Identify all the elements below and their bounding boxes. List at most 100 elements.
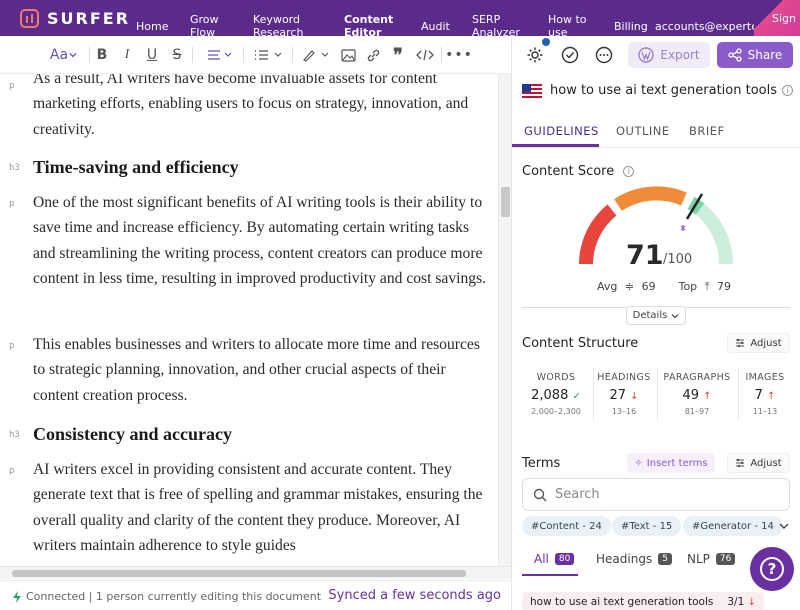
metric-value: 49 [682, 388, 699, 403]
align-dropdown[interactable] [203, 45, 237, 65]
insert-terms-button[interactable]: ✧ Insert terms [627, 453, 715, 473]
editor-horizontal-scrollbar[interactable] [0, 566, 511, 579]
topic-chip[interactable]: #Content - 24 [522, 516, 611, 536]
sliders-icon [736, 458, 745, 468]
link-icon[interactable] [364, 45, 382, 65]
heading-h3[interactable]: Time-saving and efficiency [33, 157, 239, 177]
metric-range: 2,000–2,300 [531, 407, 581, 416]
tab-outline[interactable]: OUTLINE [616, 124, 670, 138]
adjust-label: Adjust [750, 457, 782, 469]
top-value: 79 [717, 280, 732, 293]
image-icon[interactable] [339, 45, 357, 65]
terms-title: Terms [522, 456, 561, 471]
help-button[interactable]: ? [750, 547, 794, 591]
insert-terms-label: Insert terms [646, 457, 708, 469]
paragraph[interactable]: AI writers excel in providing consistent… [33, 461, 483, 554]
count-badge: 76 [715, 553, 736, 565]
topic-chip[interactable]: #Generator - 14 [683, 516, 783, 536]
nav-link-how-to-use[interactable]: How to use [548, 13, 587, 36]
toolbar-divider [192, 47, 193, 63]
font-size-dropdown[interactable]: Aa [44, 45, 84, 65]
nav-link-home[interactable]: Home [136, 20, 169, 33]
top-nav: SURFER Home Grow Flow Keyword Research C… [0, 0, 800, 36]
metric-label: HEADINGS [597, 372, 651, 383]
sparkle-icon: ✧ [634, 457, 643, 469]
italic-icon[interactable]: I [124, 47, 130, 62]
terms-adjust-button[interactable]: Adjust [727, 453, 790, 473]
nav-link-content-editor[interactable]: Content Editor [344, 13, 394, 36]
structure-adjust-button[interactable]: Adjust [727, 333, 790, 353]
brand-name: SURFER [47, 9, 131, 28]
surfer-logo[interactable]: SURFER [20, 9, 130, 28]
underline-icon[interactable]: U [146, 47, 158, 63]
subtab-all[interactable]: All 80 [534, 552, 575, 566]
sign-link[interactable]: Sign [772, 12, 796, 25]
editor-vertical-scrollbar[interactable] [498, 74, 511, 566]
list-dropdown[interactable] [252, 45, 286, 65]
details-button[interactable]: Details [626, 306, 686, 325]
block-type-tag: p [9, 341, 15, 351]
code-icon[interactable] [414, 45, 436, 65]
more-options-button[interactable] [593, 44, 615, 66]
nav-link-billing[interactable]: Billing [614, 20, 648, 33]
quote-icon[interactable]: ❞ [393, 44, 403, 65]
metric-label: PARAGRAPHS [663, 372, 731, 383]
toolbar-divider [89, 47, 90, 63]
content-structure-title: Content Structure [522, 336, 639, 351]
nav-link-grow-flow[interactable]: Grow Flow [190, 13, 219, 36]
term-count: 3/1 [727, 596, 745, 608]
question-icon: ? [760, 557, 784, 581]
tab-brief[interactable]: BRIEF [689, 124, 725, 138]
paragraph[interactable]: One of the most significant benefits of … [33, 194, 487, 287]
metric-paragraphs: PARAGRAPHS 49 ↑ 81–97 [660, 372, 734, 416]
surfer-logo-icon [20, 9, 39, 28]
adjust-label: Adjust [750, 337, 782, 349]
chevron-down-icon[interactable] [778, 520, 790, 532]
info-icon[interactable]: i [623, 166, 635, 177]
sliders-icon [736, 338, 745, 348]
content-score-title: Content Score [522, 164, 615, 179]
scrollbar-thumb[interactable] [12, 570, 466, 577]
nav-link-audit[interactable]: Audit [421, 20, 450, 33]
toolbar-divider [243, 47, 244, 63]
tab-guidelines[interactable]: GUIDELINES [524, 124, 599, 138]
wordpress-icon [638, 47, 655, 63]
highlight-dropdown[interactable] [299, 45, 333, 65]
content-score-max: /100 [663, 252, 693, 267]
paragraph[interactable]: As a result, AI writers have become inva… [33, 74, 469, 138]
more-icon[interactable]: ••• [445, 47, 473, 63]
arrow-down-icon: ↓ [630, 391, 639, 402]
terms-search-input[interactable]: Search [522, 478, 790, 511]
count-badge: 80 [554, 553, 575, 565]
topic-chip[interactable]: #Text - 15 [612, 516, 682, 536]
share-label: Share [747, 48, 783, 62]
nav-corner-decoration [754, 0, 800, 36]
metric-words: WORDS 2,088 ✓ 2,000–2,300 [526, 372, 586, 416]
strikethrough-icon[interactable]: S [172, 47, 182, 63]
subtab-headings[interactable]: Headings 5 [596, 552, 672, 566]
editor-content[interactable]: p As a result, AI writers have become in… [0, 74, 498, 566]
check-circle-icon [561, 46, 579, 64]
gauge-needle [685, 193, 704, 220]
check-button[interactable] [559, 44, 581, 66]
share-button[interactable]: Share [717, 42, 793, 68]
heading-h3[interactable]: Consistency and accuracy [33, 424, 232, 444]
panel-tabs: GUIDELINES OUTLINE BRIEF [512, 110, 800, 148]
nav-link-keyword-research[interactable]: Keyword Research [253, 13, 304, 36]
avg-value: 69 [641, 280, 656, 293]
account-email[interactable]: accounts@experte.com [655, 20, 785, 33]
term-row[interactable]: how to use ai text generation tools 3/1 … [522, 592, 764, 610]
settings-button[interactable] [524, 44, 546, 66]
us-flag-icon [522, 83, 542, 98]
notification-dot [542, 38, 550, 46]
export-button[interactable]: Export [628, 42, 710, 68]
paragraph[interactable]: This enables businesses and writers to a… [33, 336, 480, 404]
connection-status: Connected | 1 person currently editing t… [12, 590, 321, 603]
search-placeholder: Search [555, 487, 600, 502]
subtab-nlp[interactable]: NLP 76 [687, 552, 736, 566]
info-icon[interactable]: i [782, 85, 794, 96]
bold-icon[interactable]: B [96, 47, 108, 63]
nav-link-serp-analyzer[interactable]: SERP Analyzer [472, 13, 520, 36]
scrollbar-thumb[interactable] [501, 187, 510, 217]
block-type-tag: p [9, 81, 15, 91]
